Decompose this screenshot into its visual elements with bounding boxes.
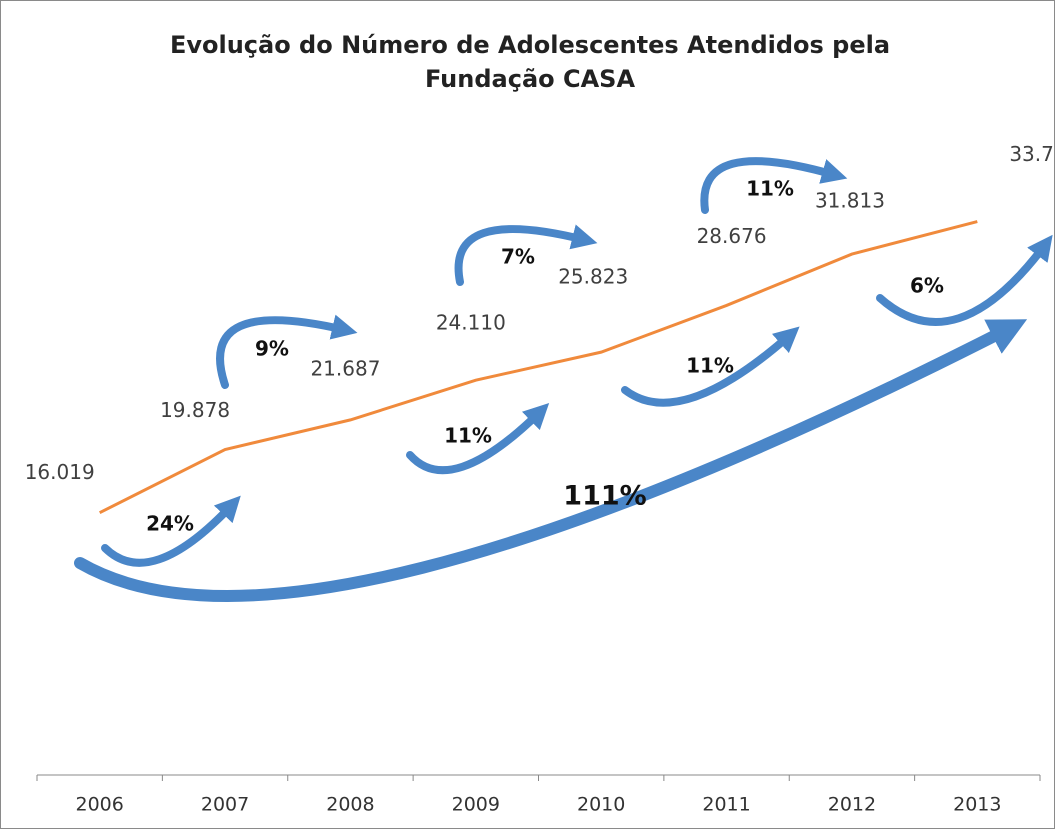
x-tick-label: 2006 bbox=[76, 794, 124, 816]
data-label: 21.687 bbox=[310, 356, 380, 380]
annotation-arrow bbox=[216, 314, 358, 389]
annotation: 6% bbox=[910, 274, 944, 298]
data-label: 28.676 bbox=[697, 224, 767, 248]
x-tick-label: 2010 bbox=[577, 794, 625, 816]
x-tick-label: 2007 bbox=[201, 794, 249, 816]
annotation: 24% bbox=[146, 512, 194, 536]
annotation: 11% bbox=[686, 354, 734, 378]
data-label: 16.019 bbox=[25, 460, 95, 484]
x-tick-label: 2012 bbox=[828, 794, 876, 816]
data-label: 31.813 bbox=[815, 189, 885, 213]
chart-title: Evolução do Número de Adolescentes Atend… bbox=[169, 31, 891, 93]
x-tick-label: 2011 bbox=[702, 794, 750, 816]
line bbox=[99, 220, 978, 515]
x-tick-label: 2013 bbox=[953, 794, 1001, 816]
annotation: 9% bbox=[255, 337, 289, 361]
annotation-arrow bbox=[74, 319, 1028, 602]
x-tick-label: 2009 bbox=[452, 794, 500, 816]
annotation-arrow bbox=[101, 495, 241, 567]
annotation-arrow bbox=[621, 326, 800, 407]
annotation: 111% bbox=[563, 481, 646, 512]
annotation-arrow bbox=[700, 157, 848, 214]
annotation-arrow bbox=[454, 224, 598, 286]
annotation: 11% bbox=[746, 177, 794, 201]
x-tick-label: 2008 bbox=[326, 794, 374, 816]
annotation-arrow bbox=[406, 403, 550, 475]
data-label: 24.110 bbox=[436, 311, 506, 335]
data-label: 33.798 bbox=[1009, 142, 1055, 166]
annotation: 7% bbox=[501, 245, 535, 269]
annotation-arrow bbox=[876, 234, 1053, 326]
annotation: 11% bbox=[444, 424, 492, 448]
data-label: 25.823 bbox=[558, 265, 628, 289]
data-label: 19.878 bbox=[160, 398, 230, 422]
